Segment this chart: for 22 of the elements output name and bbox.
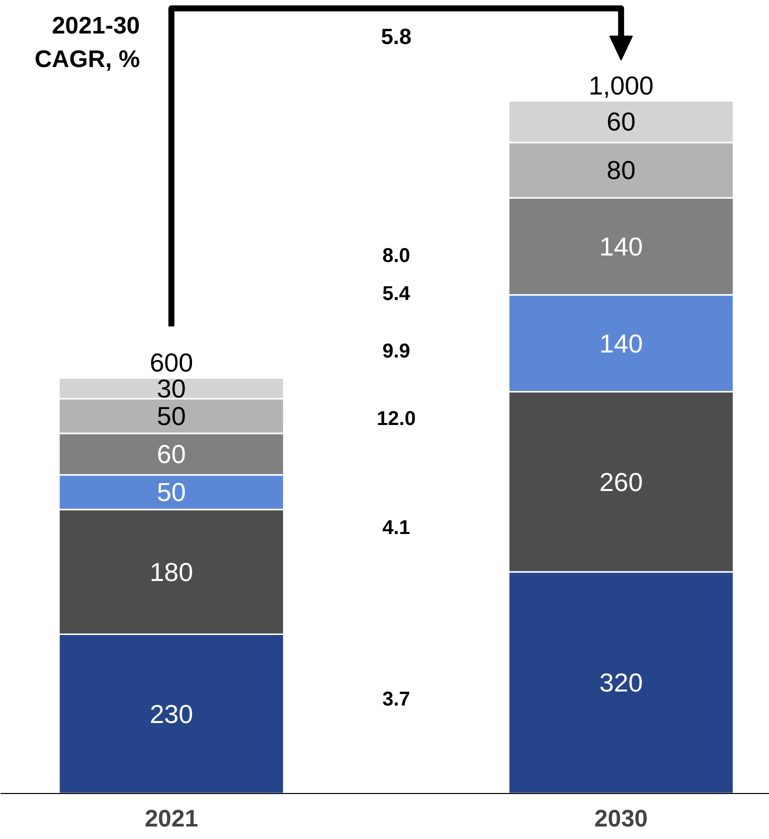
annotation: 5.4: [382, 283, 412, 306]
chart-title: 2021-30 CAGR, %: [34, 12, 140, 74]
annotation: 9.9: [382, 340, 410, 362]
annotation: 8.0: [382, 245, 410, 268]
annotation: 12.0: [376, 408, 416, 430]
data-label: 260: [599, 466, 643, 497]
data-label: 60: [606, 106, 636, 137]
text: 5.8: [380, 24, 412, 50]
data-label: 140: [599, 231, 643, 262]
x-tick-label: 2030: [594, 806, 648, 832]
data-label: 180: [150, 556, 194, 587]
data-label: 140: [599, 328, 643, 358]
data-label: 50: [156, 477, 186, 508]
data-label: 320: [599, 668, 643, 698]
x-tick-label: 2021: [144, 806, 198, 832]
annotation: 3.7: [382, 688, 410, 710]
total-label: 1,000: [588, 70, 654, 101]
data-label: 80: [606, 155, 636, 186]
data-label: 50: [156, 401, 186, 432]
data-label: 60: [156, 439, 186, 470]
annotation: 4.1: [382, 516, 410, 539]
data-label: 230: [150, 698, 194, 729]
